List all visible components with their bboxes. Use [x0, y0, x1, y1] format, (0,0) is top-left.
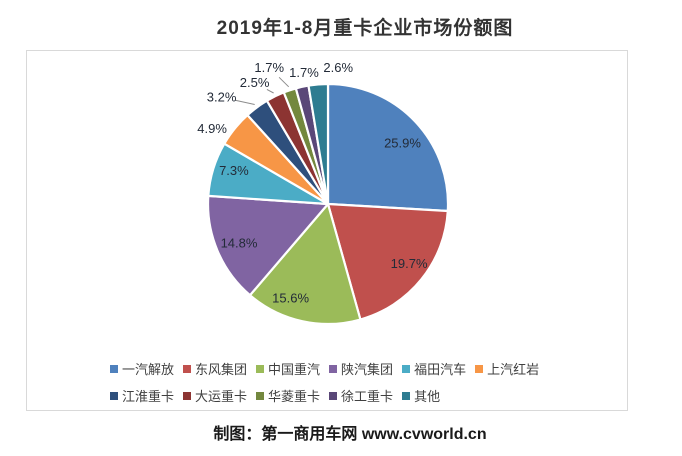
- legend-item-5: 上汽红岩: [475, 361, 540, 377]
- pie-slice-1: [326, 202, 449, 321]
- pie-label-0: 25.9%: [384, 136, 421, 151]
- legend-swatch-icon: [475, 364, 484, 373]
- credit-line: 制图：第一商用车网 www.cvworld.cn: [213, 426, 487, 443]
- legend-swatch-icon: [402, 391, 411, 400]
- legend-swatch-icon: [402, 364, 411, 373]
- legend-swatch-icon: [183, 391, 192, 400]
- legend-label: 江淮重卡: [122, 389, 175, 404]
- label-leader-line-6: [235, 99, 255, 105]
- legend-label: 徐工重卡: [341, 389, 394, 404]
- legend-label: 华菱重卡: [268, 389, 321, 404]
- legend-swatch-icon: [256, 391, 265, 400]
- label-leader-line-7: [266, 88, 274, 94]
- pie-label-2: 15.6%: [272, 290, 309, 305]
- pie-slice-10: [307, 82, 330, 206]
- pie-label-6: 3.2%: [207, 90, 237, 105]
- legend-item-7: 大运重卡: [183, 388, 248, 404]
- legend-label: 陕汽集团: [341, 362, 394, 377]
- chart-title: 2019年1-8月重卡企业市场份额图: [216, 18, 514, 39]
- legend-swatch-icon: [183, 364, 192, 373]
- pie-label-10: 2.6%: [323, 60, 353, 75]
- pie-label-1: 19.7%: [391, 256, 428, 271]
- legend-swatch-icon: [329, 391, 338, 400]
- legend-item-0: 一汽解放: [110, 361, 175, 377]
- legend-item-6: 江淮重卡: [110, 388, 175, 404]
- legend-label: 其他: [414, 389, 441, 404]
- pie-slice-0: [326, 82, 450, 213]
- legend-label: 福田汽车: [414, 362, 467, 377]
- legend-swatch-icon: [256, 364, 265, 373]
- legend-label: 东风集团: [195, 362, 248, 377]
- legend-item-2: 中国重汽: [256, 361, 321, 377]
- legend-item-10: 其他: [402, 388, 441, 404]
- legend-item-4: 福田汽车: [402, 361, 467, 377]
- legend-item-8: 华菱重卡: [256, 388, 321, 404]
- pie-label-9: 1.7%: [289, 65, 319, 80]
- legend-item-1: 东风集团: [183, 361, 248, 377]
- pie-label-4: 7.3%: [219, 163, 249, 178]
- pie-slice-2: [248, 202, 362, 326]
- legend-swatch-icon: [329, 364, 338, 373]
- legend: 一汽解放 东风集团 中国重汽 陕汽集团 福田汽车 上汽红岩江淮重卡 大运重卡 华菱重卡 徐工重卡…: [110, 361, 590, 404]
- label-leader-line-8: [278, 76, 290, 88]
- pie-label-3: 14.8%: [221, 235, 258, 250]
- legend-item-9: 徐工重卡: [329, 388, 394, 404]
- legend-label: 一汽解放: [122, 362, 175, 377]
- legend-item-3: 陕汽集团: [329, 361, 394, 377]
- pie-label-5: 4.9%: [197, 121, 227, 136]
- legend-label: 大运重卡: [195, 389, 248, 404]
- legend-label: 上汽红岩: [487, 362, 540, 377]
- legend-swatch-icon: [110, 391, 118, 400]
- legend-label: 中国重汽: [268, 362, 321, 377]
- pie-slice-3: [206, 194, 330, 297]
- pie-label-8: 1.7%: [254, 60, 284, 75]
- legend-swatch-icon: [110, 364, 118, 373]
- pie-label-7: 2.5%: [240, 75, 270, 90]
